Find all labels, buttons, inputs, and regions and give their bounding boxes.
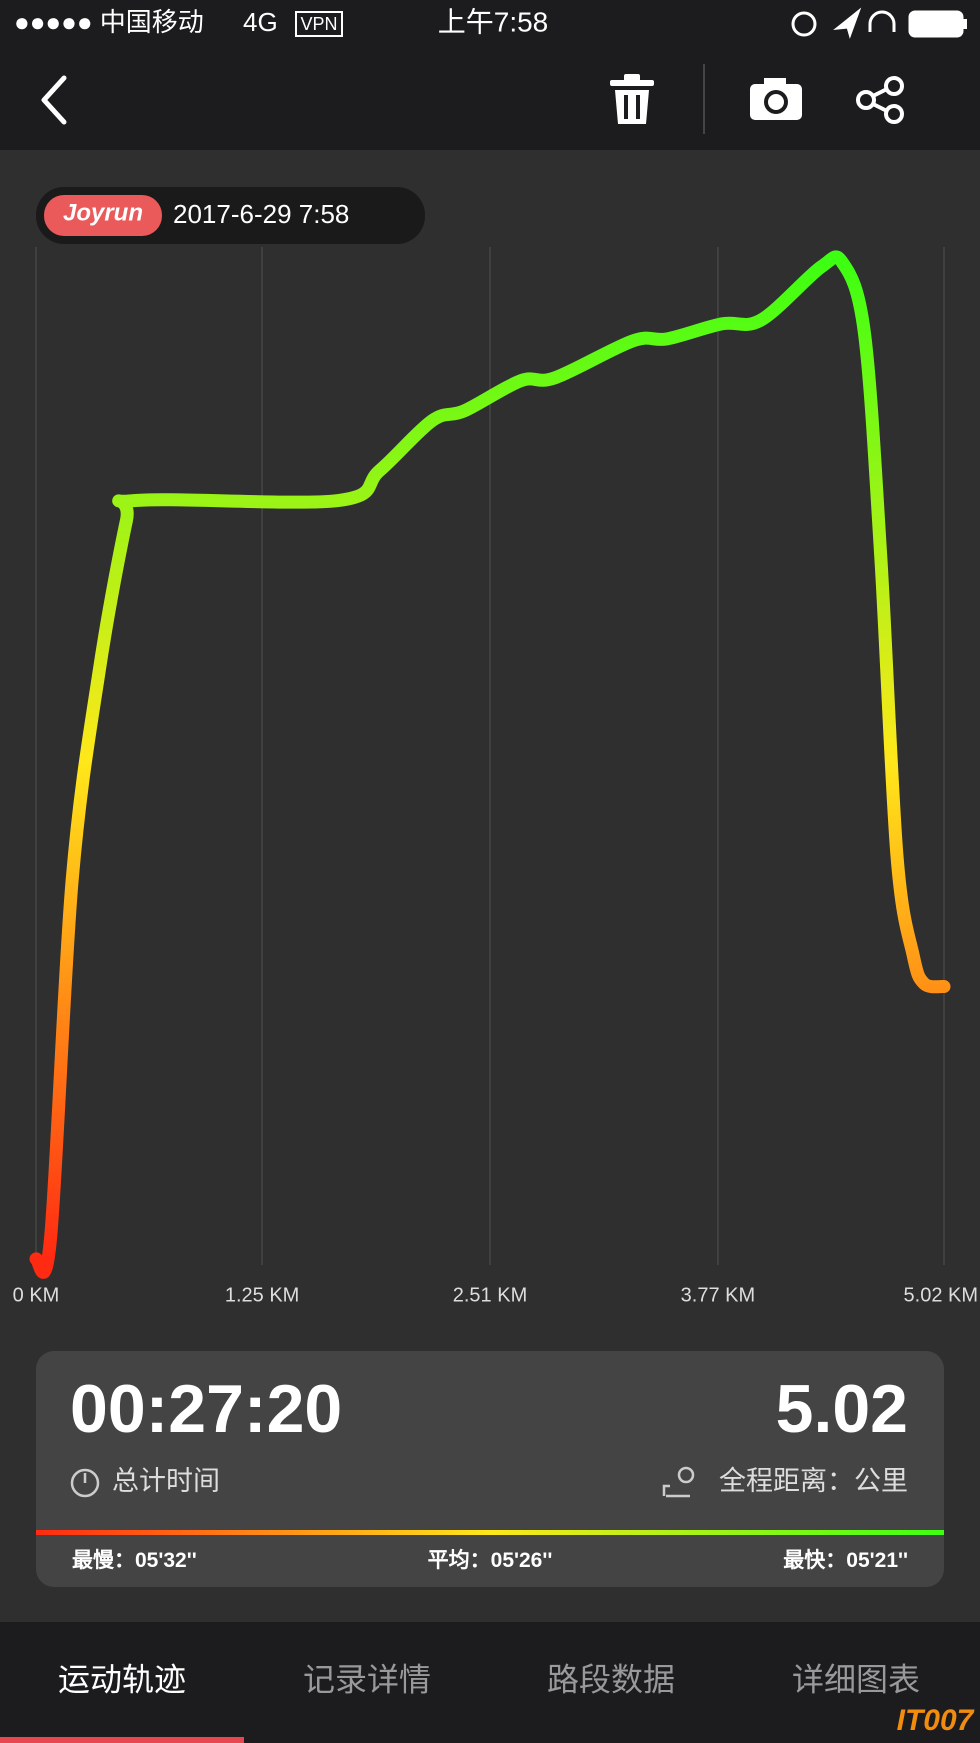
- slowest-label: 最慢：: [72, 1548, 135, 1572]
- duration-label: 总计时间: [112, 1466, 220, 1496]
- share-button[interactable]: [856, 76, 904, 124]
- top-bar-bg: [0, 0, 980, 150]
- distance-label: 全程距离：公里: [719, 1466, 908, 1496]
- delete-button[interactable]: [610, 74, 654, 124]
- status-icons: [791, 7, 967, 39]
- pace-chart: 0 KM 1.25 KM 2.51 KM 3.77 KM 5.02 KM: [13, 247, 978, 1306]
- pace-gradient: [36, 1530, 944, 1535]
- tab[interactable]: 记录详情: [303, 1661, 431, 1697]
- tab-indicator: [0, 1737, 244, 1743]
- x-tick-label: 1.25 KM: [225, 1284, 299, 1306]
- average-value: 05'26'': [491, 1549, 553, 1572]
- vpn: VPN: [300, 14, 337, 34]
- x-tick-label: 5.02 KM: [904, 1284, 978, 1306]
- slowest: 最慢：05'32'': [72, 1548, 197, 1572]
- tab[interactable]: 详细图表: [792, 1661, 920, 1697]
- brand-pill: [44, 195, 162, 236]
- watermark: IT007: [897, 1704, 975, 1737]
- back-button[interactable]: [41, 75, 67, 125]
- pace-line: [29, 250, 951, 1279]
- carrier: ●●●●● 中国移动: [14, 7, 204, 37]
- duration: 00:27:20: [70, 1371, 342, 1447]
- vpn-box: [295, 11, 343, 37]
- clock: 上午7:58: [438, 6, 549, 37]
- network: 4G: [243, 7, 278, 37]
- average: 平均：05'26'': [428, 1548, 553, 1572]
- tab-bar-bg: [0, 1622, 980, 1743]
- tab[interactable]: 路段数据: [547, 1661, 675, 1697]
- clock-icon: [70, 1468, 100, 1498]
- fastest: 最快：05'21'': [783, 1549, 908, 1572]
- brand: Joyrun: [63, 199, 143, 226]
- route-icon: [662, 1466, 695, 1498]
- distance: 5.02: [776, 1371, 908, 1447]
- average-label: 平均：: [428, 1548, 491, 1572]
- slowest-value: 05'32'': [135, 1549, 197, 1572]
- datetime: 2017-6-29 7:58: [173, 199, 349, 229]
- x-tick-label: 0 KM: [13, 1284, 60, 1306]
- x-tick-label: 2.51 KM: [453, 1284, 527, 1306]
- tab[interactable]: 运动轨迹: [58, 1661, 186, 1697]
- x-tick-label: 3.77 KM: [681, 1284, 755, 1306]
- stats-card: [36, 1351, 944, 1587]
- fastest-value: 05'21'': [846, 1549, 908, 1572]
- camera-button[interactable]: [750, 78, 802, 120]
- fastest-label: 最快：: [783, 1549, 846, 1572]
